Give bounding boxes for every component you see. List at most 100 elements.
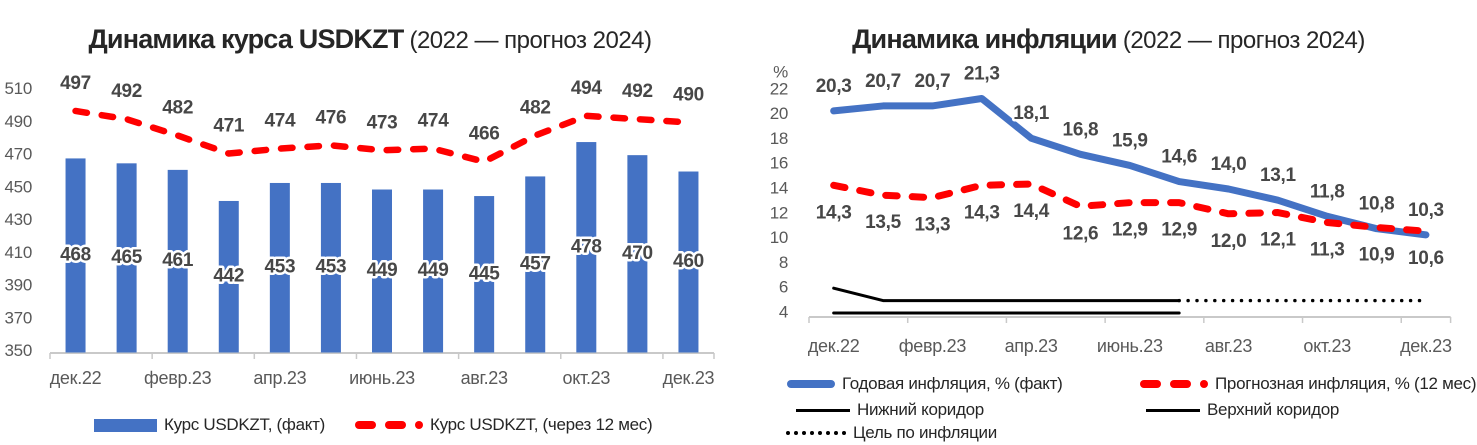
thin-line-swatch-icon [796,408,850,412]
y-axis-tick-label: 470 [5,145,32,164]
bar [320,182,341,353]
point-value-label: 10,6 [1408,248,1444,269]
y-axis-unit-label: % [773,62,788,81]
legend-label: Верхний коридор [1207,400,1340,419]
x-axis-tick-label: дек.22 [50,368,102,388]
point-value-label: 10,9 [1359,244,1395,265]
legend-label: Нижний коридор [857,400,984,419]
legend-label: Курс USDKZT, (через 12 мес) [430,415,653,434]
point-value-label: 474 [264,111,296,132]
x-axis-tick-label: дек.23 [1400,336,1452,356]
point-value-label: 20,3 [816,76,852,97]
line-series [830,94,1430,239]
dashed-line [72,107,692,165]
point-value-label: 14,4 [1013,201,1050,222]
point-value-label: 14,6 [1161,147,1197,168]
inflation-chart-panel: Динамика инфляции (2022 — прогноз 2024) 4… [740,0,1477,445]
point-value-label: 13,5 [865,212,902,233]
point-value-label: 11,3 [1310,239,1345,260]
y-axis-tick-label: 14 [770,178,788,197]
point-value-label: 494 [571,78,603,99]
point-value-label: 471 [213,116,245,137]
y-axis-tick-label: 6 [779,278,788,297]
point-value-label: 497 [60,73,91,94]
bar [167,169,188,353]
bar-swatch-icon [94,418,157,432]
dashed-line-swatch-icon [355,421,423,429]
point-value-label: 12,9 [1161,220,1197,241]
point-value-label: 11,8 [1310,181,1345,202]
inflation-title-main: Динамика инфляции [852,24,1118,54]
x-axis-tick-label: дек.23 [663,368,715,388]
legend-label: Прогнозная инфляция, % (12 мес) [1215,374,1477,393]
bar [269,182,290,353]
bar-value-label: 449 [367,260,398,281]
point-value-label: 12,9 [1112,220,1148,241]
point-value-label: 14,0 [1211,154,1247,175]
x-axis-tick-label: февр.23 [144,368,212,388]
bars-series [65,142,699,353]
bar-value-label: 465 [111,247,143,268]
point-value-label: 13,1 [1260,165,1297,186]
x-axis-tick-label: авг.23 [461,368,508,388]
x-axis-tick-label: февр.23 [899,336,967,356]
point-value-label: 12,0 [1211,231,1247,252]
legend-item-inflation-forecast: Прогнозная инфляция, % (12 мес) [1140,374,1477,393]
y-axis-tick-label: 16 [770,154,788,173]
bar [65,158,86,353]
point-value-label: 492 [111,81,142,102]
y-axis-tick-label: 4 [779,302,788,321]
bar-value-label: 468 [60,244,91,265]
dashed-line [830,180,1430,235]
x-axis-tick-label: апр.23 [1005,336,1058,356]
point-value-label: 18,1 [1013,103,1050,124]
y-axis-tick-label: 430 [5,210,32,229]
legend-item-inflation-fact: Годовая инфляция, % (факт) [787,374,1063,393]
point-value-label: 14,3 [816,202,852,223]
point-value-label: 10,3 [1408,200,1444,221]
bar [423,189,444,353]
dotted-line-swatch-icon [786,431,846,435]
point-value-label: 482 [520,98,551,119]
y-axis-tick-label: 410 [5,243,32,262]
legend-item-usdkzt-forecast: Курс USDKZT, (через 12 мес) [355,415,653,434]
inflation-chart-title: Динамика инфляции (2022 — прогноз 2024) [740,24,1477,55]
line-series [72,107,692,165]
usdkzt-title-note: (2022 — прогноз 2024) [409,27,652,54]
y-axis-tick-label: 10 [770,228,788,247]
usdkzt-chart-panel: Динамика курса USDKZT (2022 — прогноз 202… [4,24,715,434]
legend-label: Годовая инфляция, % (факт) [842,374,1063,393]
solid-line [832,286,1181,303]
bar [525,176,546,353]
point-value-label: 12,6 [1063,223,1099,244]
point-value-label: 13,3 [914,215,950,236]
point-value-label: 12,1 [1260,230,1297,251]
point-value-label: 10,8 [1359,194,1395,215]
dashed-line-swatch-icon [1140,380,1208,388]
legend-item-usdkzt-fact: Курс USDKZT, (факт) [94,415,325,434]
point-value-label: 20,7 [865,71,901,92]
y-axis-tick-label: 20 [770,104,788,123]
bar-value-label: 457 [520,253,551,274]
bar-value-label: 461 [162,250,194,271]
bar [627,155,648,353]
y-axis-tick-label: 8 [779,253,788,272]
legend-item-upper-corridor: Верхний коридор [1146,400,1340,419]
point-value-label: 14,3 [964,202,1000,223]
point-value-label: 21,3 [964,63,1000,84]
legend-label: Цель по инфляции [853,423,997,442]
point-value-label: 16,8 [1063,119,1099,140]
line-series [832,286,1181,303]
y-axis-tick-label: 350 [5,341,32,360]
usdkzt-plot-svg: 350 370 390 410 430 450 470 490 510 дек.22 февр.23… [4,72,715,388]
bar-value-label: 453 [316,257,347,278]
bar-value-label: 445 [469,263,501,284]
x-axis-tick-label: авг.23 [1205,336,1252,356]
inflation-plot-svg: 4 6 8 10 12 14 16 18 20 22% дек.22 февр.23 апр.23 июн… [770,61,1453,356]
legend-item-lower-corridor: Нижний коридор [796,400,984,419]
bar-value-label: 470 [622,243,653,264]
y-axis-tick-label: 370 [5,308,32,327]
thick-line-swatch-icon [787,380,835,388]
bar [576,142,597,353]
